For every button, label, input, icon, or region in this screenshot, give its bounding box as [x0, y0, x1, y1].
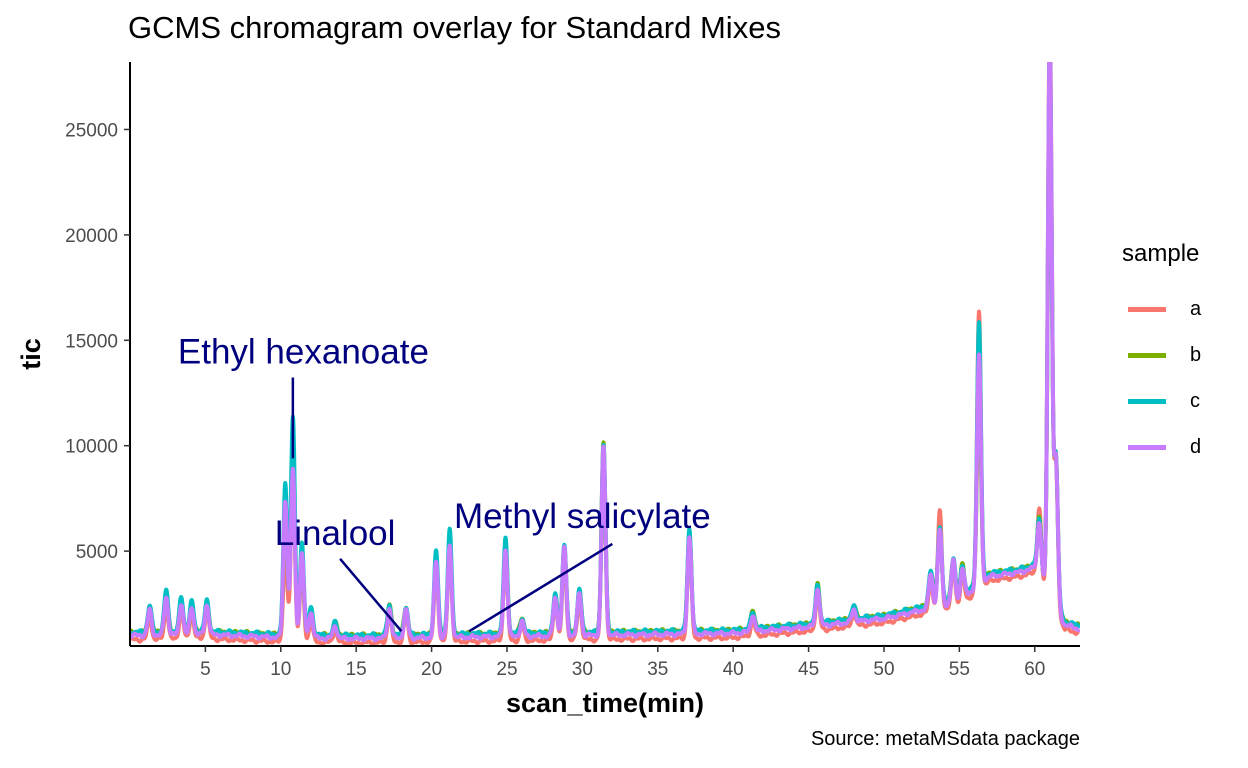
annotation-label: Methyl salicylate: [454, 497, 711, 536]
x-tick-label: 50: [873, 659, 894, 680]
legend-label: a: [1190, 297, 1202, 320]
chart-title: GCMS chromagram overlay for Standard Mix…: [128, 10, 781, 45]
legend-item-b: b: [1122, 332, 1201, 378]
x-tick-label: 10: [270, 659, 291, 680]
caption: Source: metaMSdata package: [810, 728, 1080, 750]
x-tick-label: 55: [949, 659, 970, 680]
y-tick-label: 5000: [76, 542, 118, 563]
legend-label: d: [1190, 435, 1202, 458]
y-axis-label: tic: [16, 338, 46, 370]
annotation-leader-line: [468, 542, 614, 633]
x-tick-label: 45: [798, 659, 819, 680]
x-tick-label: 25: [496, 659, 517, 680]
axes-layer: 5 10 15 20 25 30 35 40 45 50 55 60 5000 10000 15000 200…: [16, 62, 1080, 718]
annotation-leader-line: [339, 557, 403, 633]
legend-label: c: [1190, 389, 1200, 412]
annotation-label: Ethyl hexanoate: [178, 332, 429, 371]
y-tick-label: 20000: [65, 226, 118, 247]
x-tick-label: 15: [346, 659, 367, 680]
x-tick-label: 35: [647, 659, 668, 680]
legend-title: sample: [1122, 240, 1200, 267]
y-tick-label: 10000: [65, 437, 118, 458]
annotation-label: Linalool: [275, 514, 396, 553]
legend-item-a: a: [1122, 286, 1201, 332]
x-tick-label: 30: [572, 659, 593, 680]
legend-swatch: [1128, 444, 1166, 450]
legend-item-d: d: [1122, 424, 1201, 470]
annotation-layer: Ethyl hexanoate Linalool Methyl salicylate: [178, 332, 711, 633]
x-tick-label: 20: [421, 659, 442, 680]
series-layer: [130, 62, 1080, 646]
y-tick-label: 15000: [65, 331, 118, 352]
legend-swatch: [1128, 398, 1166, 404]
legend-label: b: [1190, 343, 1202, 366]
x-tick-label: 5: [200, 659, 211, 680]
legend-swatch: [1128, 306, 1166, 312]
x-axis-label: scan_time(min): [506, 688, 704, 718]
x-tick-label: 40: [723, 659, 744, 680]
y-tick-label: 25000: [65, 120, 118, 141]
legend-swatch: [1128, 352, 1166, 358]
x-tick-label: 60: [1024, 659, 1045, 680]
legend-item-c: c: [1122, 378, 1201, 424]
series-line-d: [130, 62, 1080, 643]
